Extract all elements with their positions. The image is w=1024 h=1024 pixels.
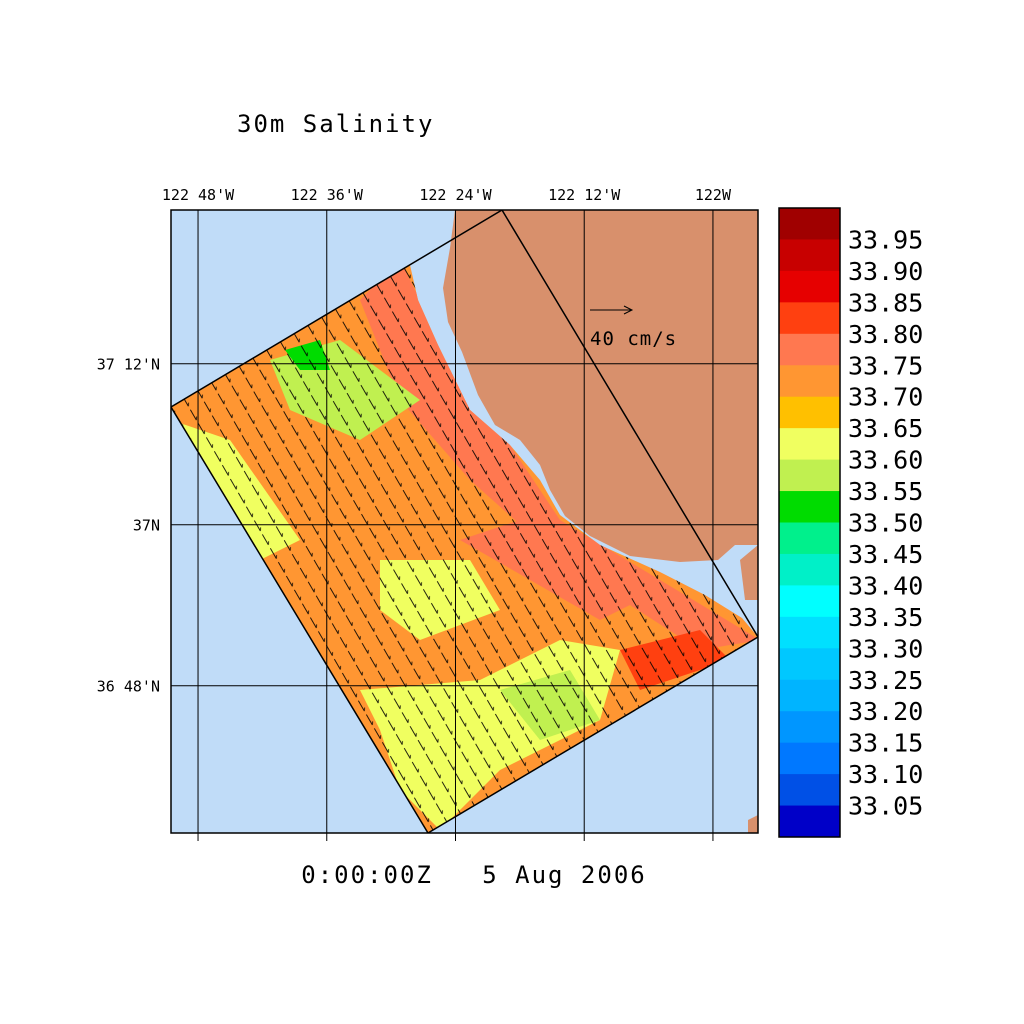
lon-tick-label: 122 48'W bbox=[162, 186, 235, 204]
colorbar-swatch bbox=[779, 553, 840, 586]
colorbar-swatch bbox=[779, 679, 840, 712]
grid bbox=[171, 210, 758, 833]
land bbox=[748, 815, 758, 833]
colorbar-label: 33.05 bbox=[848, 792, 923, 821]
colorbar-swatch bbox=[779, 522, 840, 555]
colorbar-swatch bbox=[779, 491, 840, 523]
colorbar-swatch bbox=[779, 239, 840, 272]
colorbar-swatch bbox=[779, 648, 840, 681]
colorbar-label: 33.35 bbox=[848, 603, 923, 632]
colorbar-swatch bbox=[779, 459, 840, 492]
land bbox=[443, 210, 758, 562]
colorbar-swatch bbox=[779, 208, 840, 240]
lat-tick-label: 37N bbox=[133, 517, 160, 535]
colorbar-label: 33.10 bbox=[848, 760, 923, 789]
lat-tick-label: 37 12'N bbox=[97, 356, 160, 374]
colorbar-label: 33.45 bbox=[848, 540, 923, 569]
colorbar-swatch bbox=[779, 585, 840, 618]
title: 30m Salinity bbox=[237, 110, 434, 138]
colorbar-swatch bbox=[779, 774, 840, 807]
colorbar-swatch bbox=[779, 742, 840, 775]
colorbar-label: 33.60 bbox=[848, 446, 923, 475]
map bbox=[171, 210, 758, 833]
lon-tick-label: 122W bbox=[695, 186, 732, 204]
timestamp: 0:00:00Z 5 Aug 2006 bbox=[301, 861, 646, 889]
colorbar-swatch bbox=[779, 333, 840, 366]
colorbar-label: 33.65 bbox=[848, 414, 923, 443]
colorbar-label: 33.25 bbox=[848, 666, 923, 695]
colorbar-swatch bbox=[779, 428, 840, 461]
lat-tick-label: 36 48'N bbox=[97, 678, 160, 696]
colorbar-swatch bbox=[779, 302, 840, 335]
colorbar-label: 33.55 bbox=[848, 477, 923, 506]
colorbar-label: 33.40 bbox=[848, 571, 923, 600]
vector-scale-label: 40 cm/s bbox=[590, 328, 677, 350]
colorbar-label: 33.80 bbox=[848, 320, 923, 349]
colorbar-swatch bbox=[779, 365, 840, 398]
lon-tick-label: 122 12'W bbox=[548, 186, 621, 204]
colorbar-label: 33.50 bbox=[848, 509, 923, 538]
colorbar-frame bbox=[778, 207, 841, 838]
colorbar-label: 33.75 bbox=[848, 351, 923, 380]
vector-scale-arrow bbox=[623, 305, 634, 315]
colorbar-swatch bbox=[779, 616, 840, 649]
colorbar-swatch bbox=[779, 270, 840, 303]
colorbar-label: 33.85 bbox=[848, 288, 923, 317]
colorbar-label: 33.95 bbox=[848, 225, 923, 254]
colorbar-swatch bbox=[779, 711, 840, 744]
colorbar-label: 33.20 bbox=[848, 697, 923, 726]
lon-tick-label: 122 36'W bbox=[291, 186, 364, 204]
colorbar-label: 33.70 bbox=[848, 383, 923, 412]
map-frame bbox=[170, 209, 759, 834]
lon-tick-label: 122 24'W bbox=[419, 186, 492, 204]
colorbar-label: 33.30 bbox=[848, 634, 923, 663]
land bbox=[740, 545, 758, 600]
colorbar-swatch bbox=[779, 805, 840, 838]
colorbar-label: 33.15 bbox=[848, 729, 923, 758]
colorbar-label: 33.90 bbox=[848, 257, 923, 286]
colorbar-swatch bbox=[779, 396, 840, 429]
domain-outline bbox=[171, 210, 758, 833]
